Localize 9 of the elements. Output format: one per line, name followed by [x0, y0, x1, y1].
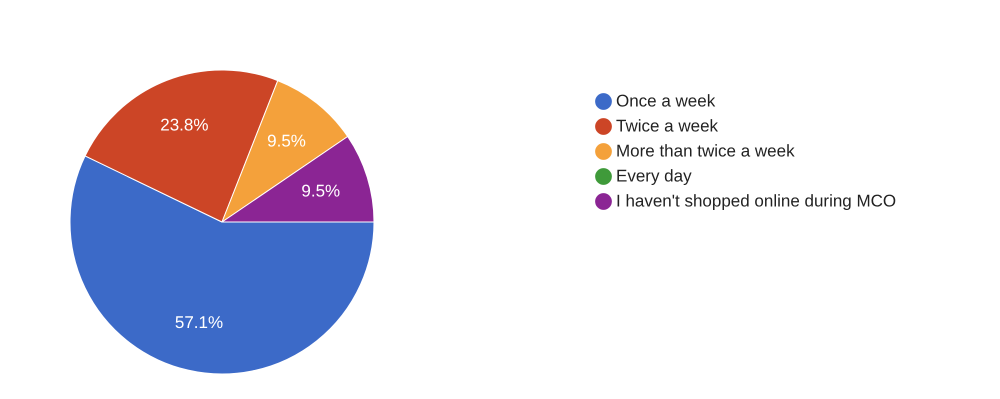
legend-label: I haven't shopped online during MCO [616, 192, 896, 210]
data-label: 57.1% [174, 312, 224, 332]
legend-label: Twice a week [616, 116, 719, 136]
data-label: 23.8% [160, 116, 208, 135]
legend-label: Once a week [616, 92, 716, 110]
data-label: 9.5% [301, 182, 340, 201]
legend-label: More than twice a week [616, 142, 796, 160]
data-label: 9.5% [267, 131, 306, 150]
legend-label: Every day [616, 166, 692, 186]
